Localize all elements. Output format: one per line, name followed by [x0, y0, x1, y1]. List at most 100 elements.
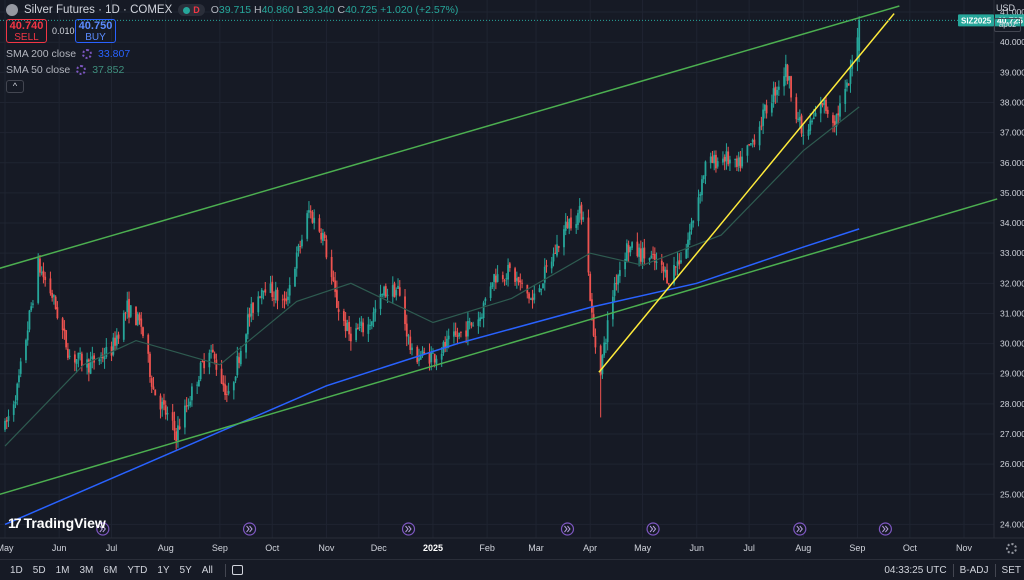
- tradingview-logo[interactable]: 17 TradingView: [8, 515, 106, 531]
- y-tick-label: 33.000: [1000, 248, 1024, 258]
- candle-body: [163, 400, 165, 405]
- candle-body: [25, 340, 27, 361]
- candle-body: [386, 294, 389, 296]
- candle-body: [224, 384, 226, 396]
- candle-body: [152, 386, 155, 390]
- candle-body: [797, 118, 799, 120]
- candle-body: [472, 325, 475, 327]
- candle-body: [227, 391, 230, 394]
- candle-body: [540, 288, 543, 290]
- y-tick-label: 40.000: [1000, 37, 1024, 47]
- timeframe-ytd[interactable]: YTD: [127, 564, 148, 576]
- candle-body: [115, 335, 118, 346]
- candle-body: [383, 286, 385, 296]
- candle-body: [91, 356, 94, 360]
- candle-body: [606, 320, 609, 343]
- timeframe-1m[interactable]: 1M: [55, 564, 70, 576]
- candle-body: [409, 336, 412, 350]
- y-tick-label: 32.000: [1000, 278, 1024, 288]
- candle-body: [75, 359, 78, 364]
- candle-body: [468, 321, 471, 323]
- candle-body: [358, 327, 361, 329]
- candle-body: [110, 346, 113, 356]
- candle-body: [456, 335, 459, 338]
- candle-body: [688, 231, 691, 241]
- candle-body: [175, 431, 178, 441]
- candle-body: [568, 219, 571, 229]
- utc-clock[interactable]: 04:33:25 UTC: [884, 564, 947, 576]
- candle-body: [479, 317, 482, 321]
- candle-body: [129, 305, 132, 317]
- x-tick-label: Oct: [265, 543, 280, 553]
- buy-button[interactable]: 40.750 BUY: [75, 19, 116, 43]
- timeframe-3m[interactable]: 3M: [79, 564, 94, 576]
- candle-body: [753, 139, 756, 145]
- calendar-icon[interactable]: [231, 565, 243, 575]
- candle-body: [655, 261, 658, 263]
- candle-body: [325, 239, 328, 258]
- x-tick-label: Dec: [371, 543, 388, 553]
- timeframe-5d[interactable]: 5D: [32, 564, 46, 576]
- indicator-sma200[interactable]: SMA 200 close 33.807: [6, 48, 130, 60]
- tv-mark-icon: 17: [8, 515, 22, 531]
- candle-body: [849, 67, 852, 84]
- candle-body: [741, 156, 744, 167]
- event-chevron-icon: [796, 525, 803, 533]
- candle-body: [709, 156, 712, 163]
- candle-body: [533, 293, 536, 300]
- chart-settings-icon[interactable]: [1006, 543, 1017, 554]
- candle-body: [496, 274, 499, 282]
- sell-button[interactable]: 40.740 SELL: [6, 19, 47, 43]
- y-tick-label: 39.000: [1000, 67, 1024, 77]
- candle-body: [674, 266, 677, 268]
- candle-body: [222, 382, 225, 386]
- timeframe-5y[interactable]: 5Y: [179, 564, 192, 576]
- timeframe-1d[interactable]: 1D: [10, 564, 23, 576]
- y-tick-label: 34.000: [1000, 218, 1024, 228]
- candle-body: [264, 289, 267, 293]
- scale-mode-button[interactable]: apoz: [994, 18, 1021, 32]
- last-price-label-bg: [995, 14, 1024, 27]
- candle-body: [37, 258, 40, 303]
- candle-body: [16, 383, 19, 401]
- market-status-pill[interactable]: D: [178, 4, 205, 16]
- change-value: +1.020 (+2.57%): [380, 4, 459, 16]
- candle-body: [393, 283, 396, 298]
- currency-label[interactable]: USD: [996, 3, 1016, 13]
- candle-body: [774, 86, 777, 96]
- candle-body: [837, 113, 840, 116]
- candle-body: [369, 325, 371, 327]
- candle-body: [826, 109, 829, 114]
- symbol-title[interactable]: Silver Futures · 1D · COMEX: [24, 4, 173, 16]
- indicator-sma50[interactable]: SMA 50 close 37.852: [6, 64, 124, 76]
- candle-body: [599, 345, 602, 376]
- candle-body: [856, 37, 859, 62]
- x-tick-label: Jul: [743, 543, 755, 553]
- candle-body: [729, 159, 731, 164]
- candle-body: [262, 290, 265, 292]
- timeframe-all[interactable]: All: [201, 564, 213, 576]
- candle-body: [725, 151, 728, 162]
- timeframe-1y[interactable]: 1Y: [157, 564, 170, 576]
- candle-body: [477, 319, 480, 326]
- candle-body: [624, 258, 627, 270]
- candle-body: [737, 157, 740, 166]
- candle-body: [589, 273, 592, 301]
- candle-body: [503, 280, 506, 282]
- badj-toggle[interactable]: B-ADJ: [959, 564, 989, 576]
- indicator-settings-icon[interactable]: [76, 65, 87, 75]
- session-toggle[interactable]: SET: [1001, 564, 1021, 576]
- candle-body: [196, 384, 199, 386]
- collapse-legend-button[interactable]: ^: [6, 80, 24, 93]
- candle-body: [416, 347, 419, 363]
- candle-body: [367, 324, 370, 334]
- candle-body: [538, 288, 541, 293]
- y-tick-label: 27.000: [1000, 429, 1024, 439]
- candle-body: [760, 125, 763, 127]
- candle-body: [4, 421, 6, 430]
- candle-body: [575, 224, 578, 228]
- timeframe-6m[interactable]: 6M: [103, 564, 118, 576]
- x-tick-label: Jun: [52, 543, 67, 553]
- indicator-settings-icon[interactable]: [82, 49, 93, 59]
